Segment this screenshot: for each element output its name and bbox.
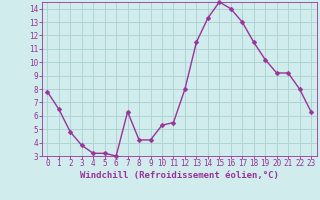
X-axis label: Windchill (Refroidissement éolien,°C): Windchill (Refroidissement éolien,°C): [80, 171, 279, 180]
